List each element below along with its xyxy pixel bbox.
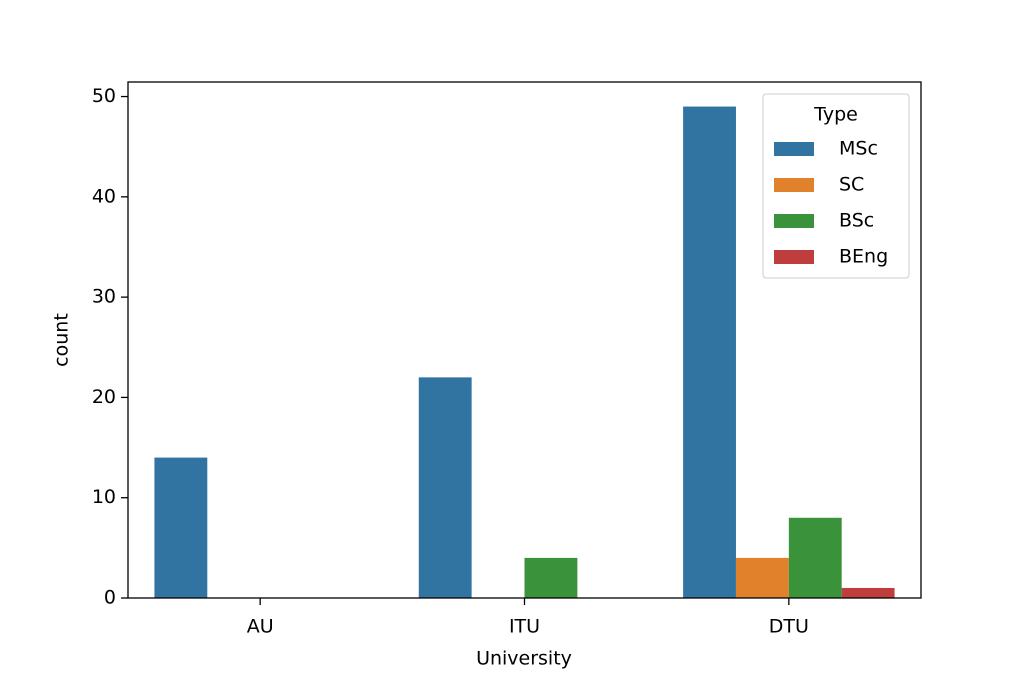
legend-label: MSc [839, 138, 878, 160]
legend-swatch [774, 178, 814, 192]
legend-swatch [774, 142, 814, 156]
legend-label: SC [839, 174, 864, 196]
legend-label: BEng [839, 246, 888, 268]
legend-swatch [774, 214, 814, 228]
bar [154, 457, 208, 598]
x-tick-label: AU [247, 616, 274, 638]
x-axis-label: University [476, 648, 572, 670]
x-tick-label: ITU [509, 616, 540, 638]
legend-swatch [774, 250, 814, 264]
y-tick-label: 40 [92, 185, 116, 207]
bar [788, 517, 842, 598]
bar [683, 106, 736, 599]
y-tick-label: 10 [92, 486, 116, 508]
y-tick-label: 20 [92, 386, 116, 408]
bar [418, 377, 472, 598]
legend-label: BSc [839, 210, 874, 232]
y-tick-label: 50 [92, 85, 116, 107]
plot-frame [127, 81, 922, 599]
bar [524, 557, 578, 598]
legend-box [762, 93, 910, 279]
bar [841, 587, 895, 598]
bar [735, 557, 789, 598]
y-tick-label: 30 [92, 286, 116, 308]
x-tick-label: DTU [769, 616, 809, 638]
legend-title: Type [813, 104, 858, 126]
y-axis-label: count [51, 313, 73, 367]
y-tick-label: 0 [104, 587, 116, 609]
